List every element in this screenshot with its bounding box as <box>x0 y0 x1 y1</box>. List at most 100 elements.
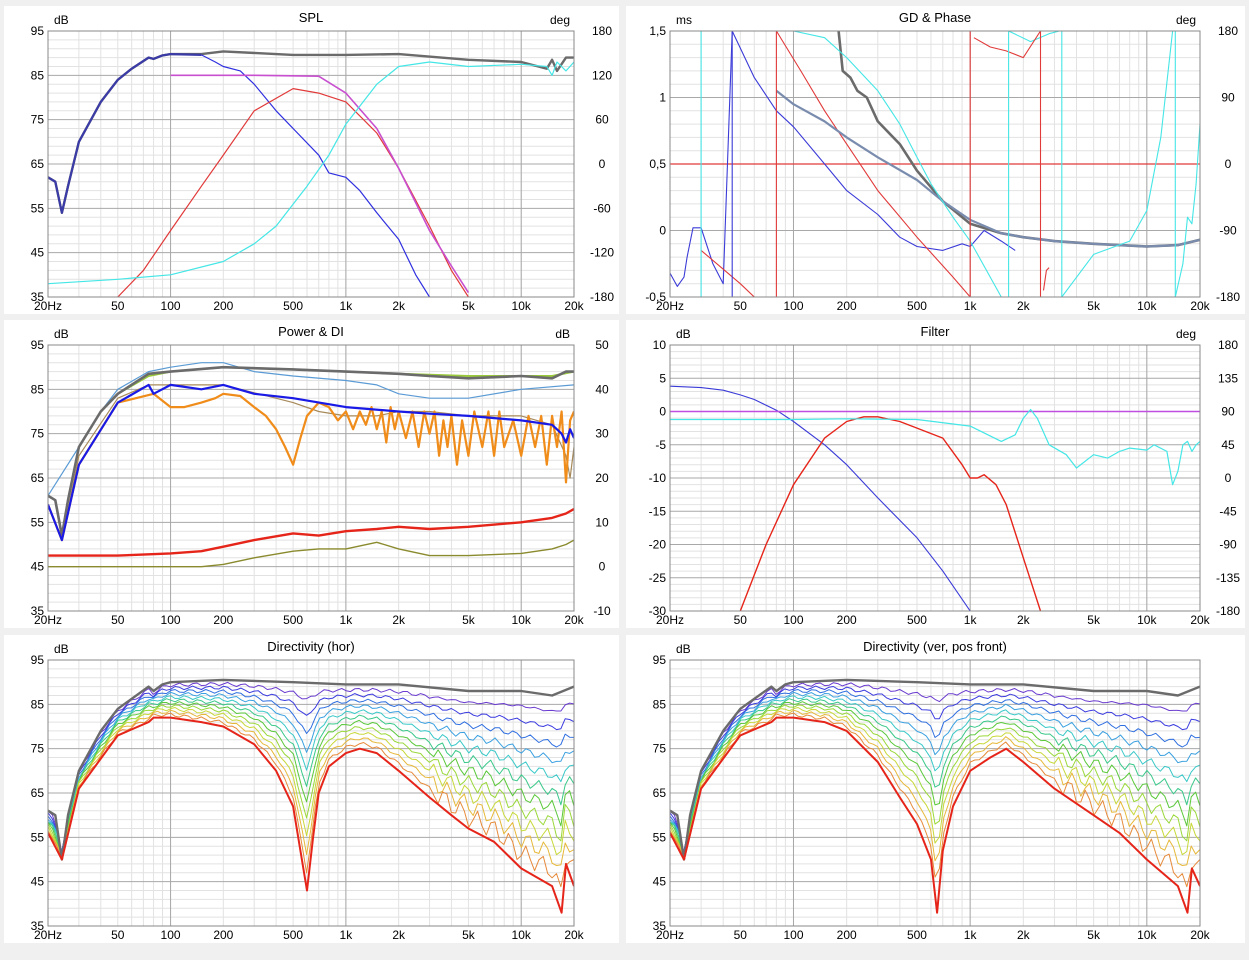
y-tick-label: 85 <box>653 697 667 711</box>
y-tick-label: 75 <box>31 742 45 756</box>
gd-phase-chart-panel: -0,5 0 0,5 1 1,5 -180 -90 0 90 180 20Hz 50 100 200 500… <box>626 6 1245 314</box>
spl-chart: 35 45 55 65 75 85 95 -180 -120 -60 0 60 120 180 20Hz 50… <box>4 6 619 314</box>
x-tick-label: 10k <box>512 928 532 942</box>
x-tick-label: 20Hz <box>656 299 684 313</box>
y2-tick-label: 50 <box>595 338 609 352</box>
y-tick-label: 95 <box>31 24 45 38</box>
y2-tick-label: -180 <box>1216 604 1240 618</box>
series-line <box>48 698 574 859</box>
y-tick-label: 65 <box>31 157 45 171</box>
x-tick-label: 20Hz <box>34 613 62 627</box>
x-tick-label: 50 <box>734 613 748 627</box>
x-tick-label: 200 <box>837 613 857 627</box>
power-di-chart-panel: 35 45 55 65 75 85 95 -10 0 10 20 30 40 50 20Hz 50 100 200… <box>4 320 619 628</box>
y2-tick-label: 0 <box>1225 471 1232 485</box>
series-line <box>48 362 574 497</box>
x-tick-label: 500 <box>907 299 927 313</box>
x-tick-label: 200 <box>213 613 233 627</box>
x-tick-label: 1k <box>340 928 354 942</box>
x-tick-label: 5k <box>1087 928 1101 942</box>
y-tick-label: 45 <box>31 246 45 260</box>
y-tick-label: -30 <box>649 604 667 618</box>
series-line <box>48 709 574 866</box>
y2-tick-label: 0 <box>599 157 606 171</box>
power-di-chart: 35 45 55 65 75 85 95 -10 0 10 20 30 40 50 20Hz 50 100 200… <box>4 320 619 628</box>
y-tick-label: 5 <box>659 371 666 385</box>
x-tick-label: 50 <box>734 928 748 942</box>
x-tick-label: 20k <box>1190 299 1210 313</box>
series-line <box>48 685 574 855</box>
x-tick-label: 50 <box>111 613 125 627</box>
right-unit-label: deg <box>550 13 570 27</box>
chart-title: Directivity (ver, pos front) <box>863 639 1007 654</box>
series-line <box>670 716 1200 914</box>
series-line <box>48 53 202 214</box>
x-tick-label: 100 <box>783 928 803 942</box>
series-line <box>670 408 1200 486</box>
series-line <box>48 707 574 856</box>
x-tick-label: 200 <box>837 299 857 313</box>
series-line <box>670 707 1200 856</box>
series-line <box>48 695 574 858</box>
series-line <box>48 712 574 888</box>
y-tick-label: 85 <box>31 68 45 82</box>
series-line <box>670 712 1200 888</box>
series-line <box>1061 31 1174 297</box>
x-tick-label: 100 <box>161 613 181 627</box>
x-tick-label: 1k <box>340 613 354 627</box>
series-line <box>48 678 574 861</box>
x-tick-label: 5k <box>462 299 476 313</box>
y2-tick-label: 90 <box>1221 405 1235 419</box>
y-tick-label: -5 <box>655 438 666 452</box>
y2-tick-label: 120 <box>592 68 612 82</box>
series-line <box>670 698 1200 859</box>
left-unit-label: ms <box>676 13 692 27</box>
y2-tick-label: -120 <box>590 246 614 260</box>
y-tick-label: 75 <box>653 742 667 756</box>
series-line <box>48 507 574 557</box>
y-tick-label: 35 <box>653 919 667 933</box>
x-tick-label: 20Hz <box>656 928 684 942</box>
series-line <box>670 689 1200 855</box>
y-tick-label: -0,5 <box>645 290 666 304</box>
x-tick-label: 5k <box>462 928 476 942</box>
x-tick-label: 1k <box>964 299 978 313</box>
y2-tick-label: 60 <box>595 113 609 127</box>
x-tick-label: 20k <box>564 928 584 942</box>
series-line <box>48 61 574 285</box>
left-unit-label: dB <box>676 642 691 656</box>
y-tick-label: -25 <box>649 571 667 585</box>
spl-chart-panel: 35 45 55 65 75 85 95 -180 -120 -60 0 60 120 180 20Hz 50… <box>4 6 619 314</box>
x-tick-label: 50 <box>111 928 125 942</box>
chart-title: SPL <box>299 10 324 25</box>
series-line <box>670 682 1200 856</box>
y-tick-label: 55 <box>31 201 45 215</box>
x-tick-label: 20Hz <box>34 928 62 942</box>
series-line <box>1174 124 1200 297</box>
gd-phase-chart: -0,5 0 0,5 1 1,5 -180 -90 0 90 180 20Hz 50 100 200 500… <box>626 6 1245 314</box>
directivity-ver-chart: 35 45 55 65 75 85 95 20Hz 50 100 200 500 1k 2k 5k 10k 20… <box>626 635 1245 943</box>
x-tick-label: 20k <box>564 613 584 627</box>
y2-tick-label: 0 <box>1225 157 1232 171</box>
x-tick-label: 100 <box>161 299 181 313</box>
x-tick-label: 2k <box>392 299 406 313</box>
x-tick-label: 100 <box>783 613 803 627</box>
series-line <box>700 249 755 297</box>
x-tick-label: 2k <box>1017 928 1031 942</box>
x-tick-label: 10k <box>1137 928 1157 942</box>
series-line <box>1008 31 1060 43</box>
y2-tick-label: 0 <box>599 560 606 574</box>
chart-title: GD & Phase <box>899 10 971 25</box>
series-line <box>48 365 574 537</box>
series-line <box>670 701 1200 858</box>
x-tick-label: 20k <box>564 299 584 313</box>
y2-tick-label: 180 <box>592 24 612 38</box>
series-line <box>48 539 574 568</box>
x-tick-label: 2k <box>1017 613 1031 627</box>
y-tick-label: 65 <box>31 471 45 485</box>
series-line <box>670 685 1200 855</box>
y-tick-label: 35 <box>31 919 45 933</box>
y-tick-label: -10 <box>649 471 667 485</box>
y-tick-label: 55 <box>31 830 45 844</box>
y-tick-label: 95 <box>653 653 667 667</box>
